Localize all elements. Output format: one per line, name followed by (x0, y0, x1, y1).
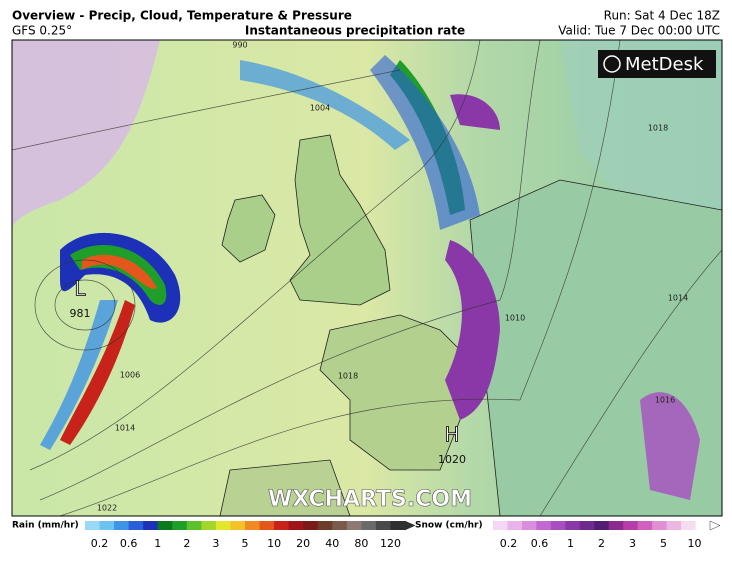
legend-swatch (681, 521, 697, 530)
logo-box (598, 50, 716, 78)
legend-swatch (99, 521, 115, 530)
legend-swatch (274, 521, 290, 530)
legend-swatch (245, 521, 261, 530)
legend-swatch (579, 521, 595, 530)
map: WXCHARTS.COM (12, 40, 722, 516)
legend-swatch (608, 521, 624, 530)
legend-swatch (375, 521, 391, 530)
pressure-symbol: H (444, 423, 459, 447)
run: Run: Sat 4 Dec 18Z (604, 9, 720, 23)
legend-arrow (404, 520, 416, 531)
legend-label: 40 (325, 537, 339, 550)
legend-label: 80 (354, 537, 368, 550)
legend-swatch (666, 521, 682, 530)
legend-swatch (332, 521, 348, 530)
legend-arrow (709, 520, 721, 531)
legend-label: 120 (380, 537, 401, 550)
legend-title: Rain (mm/hr) (12, 521, 79, 531)
isobar-label: 1010 (505, 314, 525, 323)
legend-swatch (361, 521, 377, 530)
legend-swatch (303, 521, 319, 530)
isobar-label: 1018 (338, 372, 358, 381)
pressure-symbol: L (74, 277, 86, 301)
legend-title: Snow (cm/hr) (415, 521, 483, 531)
legend-label: 3 (629, 537, 636, 550)
valid-time: Valid: Tue 7 Dec 00:00 UTC (558, 24, 720, 38)
legend-swatch (623, 521, 639, 530)
legend-label: 3 (212, 537, 219, 550)
legend-label: 20 (296, 537, 310, 550)
legend-label: 10 (688, 537, 702, 550)
legend-swatch (172, 521, 188, 530)
legend-label: 1 (567, 537, 574, 550)
isobar-label: 1004 (310, 104, 330, 113)
logo: MetDesk (625, 54, 704, 75)
legend-swatch (594, 521, 610, 530)
isobar-label: 1006 (120, 371, 140, 380)
legend-label: 5 (660, 537, 667, 550)
isobar-label: 1018 (648, 124, 668, 133)
legend-swatch (215, 521, 231, 530)
legend-swatch (259, 521, 275, 530)
legend-label: 10 (267, 537, 281, 550)
legend-swatch (390, 521, 406, 530)
legend-label: 1 (154, 537, 161, 550)
legend-swatch (652, 521, 668, 530)
legend-swatch (565, 521, 581, 530)
legend-swatch (695, 521, 711, 530)
legend-swatch (143, 521, 159, 530)
legend-label: 0.6 (531, 537, 549, 550)
model: GFS 0.25° (12, 24, 72, 38)
legend-swatch (288, 521, 304, 530)
legend-swatch (85, 521, 101, 530)
legend-swatch (201, 521, 217, 530)
legend-swatch (114, 521, 130, 530)
legend-label: 0.6 (120, 537, 138, 550)
pressure-value: 1020 (438, 453, 466, 466)
legend-swatch (186, 521, 202, 530)
legend-label: 2 (183, 537, 190, 550)
legend-swatch (536, 521, 552, 530)
legend-label: 2 (598, 537, 605, 550)
legend-swatch (493, 521, 508, 530)
isobar-label: 1014 (115, 424, 135, 433)
legend-swatch (317, 521, 333, 530)
isobar-label: 1022 (97, 504, 117, 513)
isobar-label: 1016 (655, 396, 675, 405)
legend-swatch (550, 521, 566, 530)
legend-swatch (157, 521, 173, 530)
legend-swatch (346, 521, 362, 530)
isobar-label: 1014 (668, 294, 688, 303)
title: Overview - Precip, Cloud, Temperature & … (12, 9, 352, 23)
watermark: WXCHARTS.COM (268, 487, 472, 512)
legend-swatch (521, 521, 537, 530)
product: Instantaneous precipitation rate (245, 24, 465, 38)
legend-swatch (230, 521, 246, 530)
legend-swatch (128, 521, 144, 530)
pressure-value: 981 (70, 307, 91, 320)
isobar-label: 990 (232, 41, 247, 50)
legend-label: 0.2 (500, 537, 518, 550)
legend-label: 5 (242, 537, 249, 550)
legend-swatch (507, 521, 523, 530)
legend-label: 0.2 (91, 537, 109, 550)
legend-swatch (637, 521, 653, 530)
